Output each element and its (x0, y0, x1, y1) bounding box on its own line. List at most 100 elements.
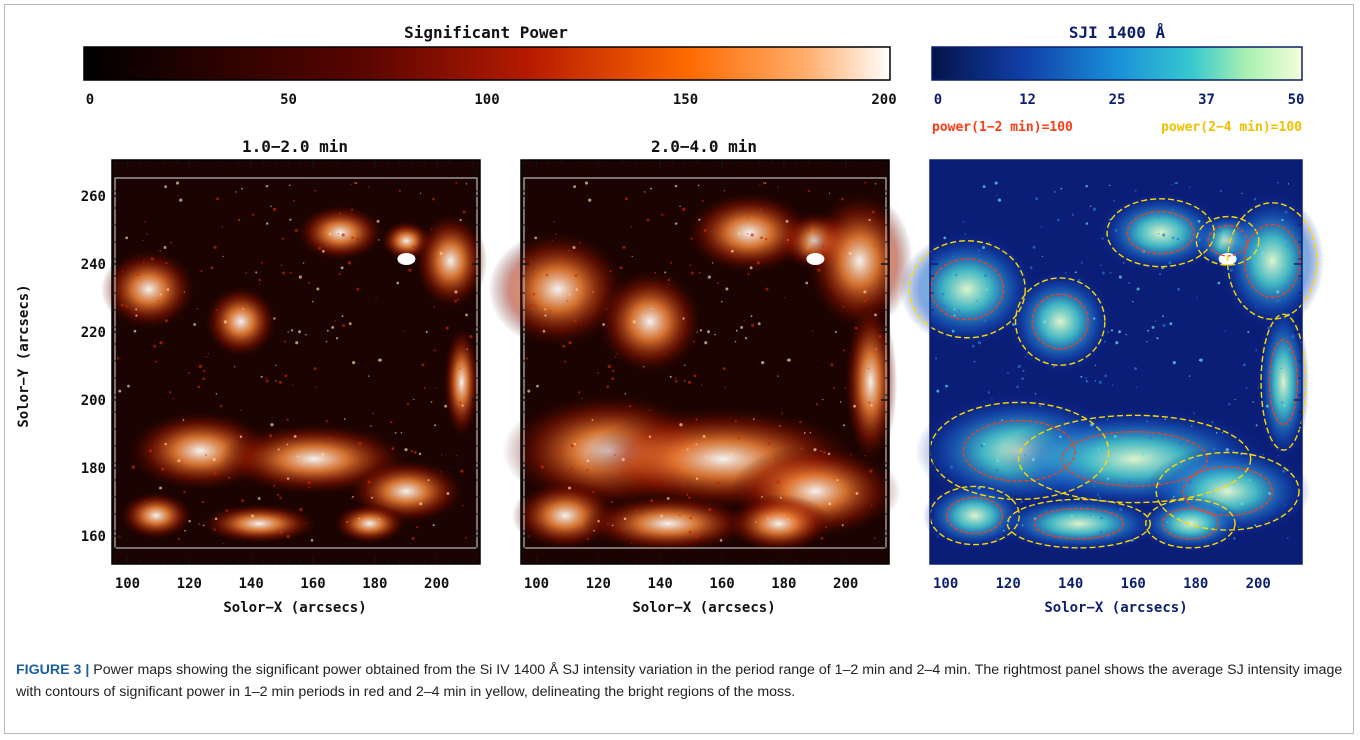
panel-2-speckle (734, 340, 737, 343)
panel-3-contour-2-4min (929, 485, 1020, 546)
panel-3-speckle (1188, 480, 1192, 484)
panel-2-speckle (822, 398, 824, 401)
panel-2-speckle (699, 329, 703, 332)
panel-2: 2.0−4.0 min 100 120 140 160 180 200 Solor−X (… (488, 137, 913, 616)
panel-1-speckle (237, 218, 241, 222)
panel-3-bright-region (1098, 193, 1224, 273)
panel-1-speckle (463, 284, 465, 287)
panel-3-speckle (1064, 271, 1067, 274)
panel-2-speckle (755, 521, 757, 523)
panel-1-speckle (177, 459, 181, 463)
panel-2-speckle (568, 249, 571, 252)
panel-3-speckle (1047, 476, 1050, 479)
panel-3-speckle (1116, 455, 1120, 458)
panel-3-speckle (988, 241, 991, 244)
panel-1-title: 1.0−2.0 min (242, 137, 348, 156)
panel-1-speckle (221, 226, 224, 228)
panel-3-speckle (1174, 181, 1177, 185)
panel-1-speckle (258, 278, 261, 282)
panel-2-speckle (690, 237, 693, 240)
panel-2-speckle (805, 281, 809, 285)
panel-3-speckle (1171, 497, 1174, 500)
panel-3-speckle (1284, 210, 1288, 214)
panel-1-axes (111, 159, 481, 565)
panel-3-speckle (1031, 527, 1033, 529)
panel-3-speckle (997, 198, 1002, 202)
panel-3-speckle (943, 236, 947, 240)
panel-1-x-tick-label: 180 (362, 576, 387, 592)
sji-colorbar-tick-label: 37 (1198, 92, 1215, 108)
panel-1-speckle (340, 266, 344, 270)
panel-3-speckle (955, 273, 958, 277)
panel-2-speckle (765, 237, 768, 241)
panel-3-speckle (1233, 245, 1236, 248)
panel-1-speckle (286, 477, 290, 481)
panel-3-speckle (1057, 218, 1060, 222)
panel-3-speckle (951, 329, 955, 333)
panel-2-speckle (759, 208, 763, 211)
panel-3-speckle (1099, 496, 1102, 500)
panel-1-speckle (328, 437, 332, 440)
panel-1-speckle (425, 330, 428, 333)
panel-2-speckle (631, 255, 633, 257)
panel-2-speckle (612, 369, 615, 373)
panel-3-speckle (1042, 320, 1047, 324)
panel-1-speckle (430, 401, 433, 403)
panel-2-speckle (844, 387, 847, 389)
panel-3-speckle (1147, 329, 1150, 332)
panel-3-x-tick-label: 100 (933, 576, 958, 592)
panel-2-speckle (760, 497, 762, 500)
panel-1-speckle (464, 537, 467, 539)
panel-2-speckle (746, 217, 749, 219)
panel-1-y-tick-label: 260 (81, 189, 106, 205)
panel-2-speckle (695, 443, 698, 446)
panel-3-speckle (1196, 297, 1198, 299)
panel-2-speckle (716, 481, 720, 485)
panel-1-speckle (257, 497, 261, 500)
figure-caption: FIGURE 3 | Power maps showing the signif… (16, 659, 1344, 703)
panel-2-speckle (688, 496, 691, 500)
panel-3-speckle (1080, 261, 1083, 264)
contour-legend-red: power(1−2 min)=100 (932, 120, 1073, 135)
panel-2-speckle (682, 207, 686, 211)
panel-3-bright-region (1257, 303, 1310, 462)
panel-1-speckle (165, 261, 168, 265)
panel-1-speckle (270, 205, 272, 208)
panel-1-speckle (289, 218, 292, 221)
panel-1-speckle (177, 537, 180, 540)
panel-3-speckle (942, 304, 944, 306)
panel-2-speckle (548, 309, 551, 312)
panel-1-speckle (326, 329, 329, 332)
panel-2-speckle (586, 537, 589, 540)
panel-3-speckle (1288, 348, 1290, 350)
panel-3-speckle (1085, 377, 1087, 379)
panel-1-speckle (298, 330, 301, 334)
panel-2-speckle (787, 518, 789, 520)
panel-2-speckle (864, 455, 866, 457)
panel-3-speckle (1041, 255, 1044, 257)
panel-1-speckle (277, 448, 280, 451)
panel-3-speckle (1128, 486, 1131, 489)
panel-1-speckle (321, 452, 325, 456)
panel-3-speckle (1253, 197, 1257, 201)
panel-1-speckle (424, 387, 426, 390)
panel-1-speckle (315, 386, 317, 389)
panel-3-speckle (1134, 189, 1137, 192)
panel-2-speckle (553, 500, 556, 502)
panel-3-speckle (980, 444, 984, 448)
panel-1-speckle (280, 264, 283, 267)
panel-2-speckle (586, 468, 589, 472)
panel-2-speckle (751, 323, 755, 328)
panel-1-speckle (213, 245, 217, 249)
panel-2-speckle (843, 424, 846, 427)
panel-1-speckle (278, 380, 283, 384)
panel-3-speckle (1080, 375, 1083, 378)
panel-3-speckle (1118, 330, 1122, 334)
panel-2-speckle (564, 360, 567, 363)
panel-1-speckle (265, 222, 269, 225)
panel-2-speckle (684, 380, 686, 382)
panel-1-speckle (337, 217, 340, 219)
panel-3-speckle (1171, 208, 1174, 211)
panel-1-power-regions (100, 181, 488, 545)
panel-3-speckle (1199, 358, 1203, 362)
